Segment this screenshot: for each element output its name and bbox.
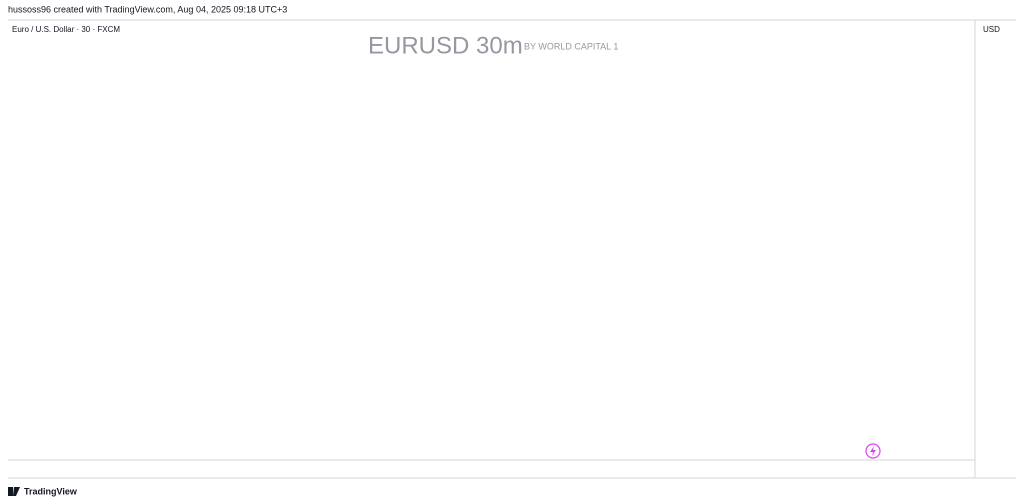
credit: hussoss96 created with TradingView.com, …	[8, 4, 287, 14]
brand-logo	[8, 487, 20, 496]
brand: TradingView	[24, 486, 78, 496]
chart-title: EURUSD 30m	[368, 32, 523, 59]
symbol-label: Euro / U.S. Dollar · 30 · FXCM	[12, 25, 120, 34]
chart-subtitle: BY WORLD CAPITAL 1	[524, 41, 618, 51]
currency: USD	[983, 25, 1000, 34]
alert-icon	[865, 443, 881, 459]
